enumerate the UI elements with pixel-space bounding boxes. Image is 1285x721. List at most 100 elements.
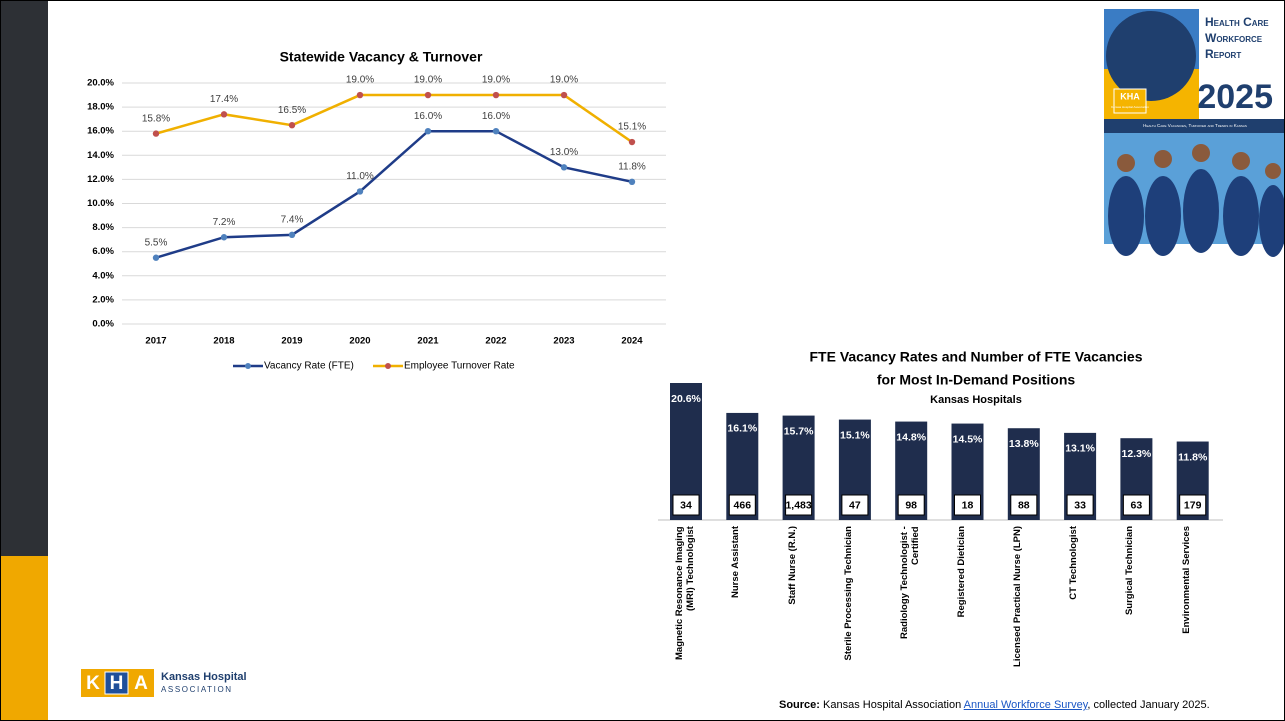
logo-letter: H bbox=[110, 673, 124, 694]
data-label: 13.0% bbox=[550, 147, 578, 158]
x-tick-label: 2023 bbox=[553, 336, 574, 347]
point bbox=[152, 130, 160, 137]
data-label: 16.0% bbox=[414, 111, 442, 122]
count-label: 466 bbox=[734, 499, 752, 511]
x-tick-label: 2017 bbox=[145, 336, 166, 347]
data-label: 19.0% bbox=[414, 75, 442, 86]
y-tick-label: 4.0% bbox=[92, 270, 114, 281]
series-line bbox=[155, 93, 633, 144]
y-tick-label: 6.0% bbox=[92, 246, 114, 257]
data-label: 5.5% bbox=[145, 237, 168, 248]
x-tick-label: 2019 bbox=[281, 336, 302, 347]
source-text: Kansas Hospital Association bbox=[823, 699, 962, 711]
logo-letter: A bbox=[134, 673, 148, 694]
data-label: 16.0% bbox=[482, 111, 510, 122]
cover-band: Health Care Vacancies, Turnover and Tren… bbox=[1143, 123, 1247, 128]
legend-label: Employee Turnover Rate bbox=[404, 361, 515, 372]
source-note: Source: Kansas Hospital Association Annu… bbox=[779, 699, 1210, 711]
side-bar-accent bbox=[1, 556, 48, 720]
series-line bbox=[155, 129, 633, 259]
count-box bbox=[1010, 494, 1038, 516]
x-tick-label: Magnetic Resonance Imaging (MRI) Technol… bbox=[674, 526, 696, 660]
data-label: 15.1% bbox=[840, 429, 870, 441]
data-label: 15.7% bbox=[784, 425, 814, 437]
count-label: 63 bbox=[1131, 499, 1143, 511]
source-link[interactable]: Annual Workforce Survey bbox=[963, 699, 1088, 711]
point bbox=[492, 128, 500, 135]
data-label: 15.1% bbox=[618, 122, 646, 133]
x-tick-label: Staff Nurse (R.N.) bbox=[786, 526, 798, 605]
legend-marker bbox=[385, 363, 391, 369]
data-label: 19.0% bbox=[550, 75, 578, 86]
x-tick-label: Environmental Services bbox=[1180, 526, 1192, 634]
x-tick-label: 2018 bbox=[213, 336, 234, 347]
y-tick-label: 10.0% bbox=[87, 198, 114, 209]
logo-letter: K bbox=[86, 673, 100, 694]
count-label: 88 bbox=[1018, 499, 1030, 511]
point bbox=[288, 121, 296, 129]
data-label: 11.8% bbox=[618, 161, 646, 172]
count-label: 98 bbox=[905, 499, 917, 511]
cover-badge-sub: Kansas Hospital Association bbox=[1111, 105, 1149, 109]
count-box bbox=[1179, 494, 1207, 516]
point bbox=[356, 188, 364, 195]
cover-title: Health Care bbox=[1205, 15, 1269, 29]
data-label: 16.1% bbox=[727, 423, 757, 435]
data-label: 11.0% bbox=[346, 171, 374, 182]
x-tick-label: CT Technologist bbox=[1068, 526, 1080, 600]
x-tick-label: Licensed Practical Nurse (LPN) bbox=[1011, 526, 1023, 667]
point bbox=[424, 128, 432, 135]
count-box bbox=[841, 494, 869, 516]
point bbox=[288, 231, 296, 239]
count-box bbox=[672, 494, 700, 516]
count-label: 179 bbox=[1184, 499, 1202, 511]
point bbox=[560, 164, 568, 171]
point bbox=[560, 91, 568, 99]
cover-year: 2025 bbox=[1197, 78, 1273, 116]
legend-marker bbox=[245, 363, 251, 369]
data-label: 13.1% bbox=[1065, 443, 1095, 455]
count-label: 47 bbox=[849, 499, 861, 511]
count-label: 33 bbox=[1074, 499, 1086, 511]
y-tick-label: 12.0% bbox=[87, 174, 114, 185]
chart-title: Statewide Vacancy & Turnover bbox=[280, 49, 483, 65]
data-label: 14.5% bbox=[953, 433, 983, 445]
x-tick-label: Surgical Technician bbox=[1124, 526, 1136, 616]
chart-subtitle: Kansas Hospitals bbox=[930, 394, 1022, 406]
cover-title: Workforce bbox=[1205, 31, 1263, 45]
logo-tagline: ASSOCIATION bbox=[161, 685, 233, 694]
logo-name: Kansas Hospital bbox=[161, 671, 247, 683]
source-label: Source: bbox=[779, 699, 820, 711]
count-box bbox=[1066, 494, 1094, 516]
data-label: 19.0% bbox=[346, 75, 374, 86]
point bbox=[220, 111, 228, 118]
x-tick-label: 2021 bbox=[417, 336, 439, 347]
count-box bbox=[785, 494, 813, 516]
chart-title: for Most In-Demand Positions bbox=[877, 372, 1076, 388]
report-cover bbox=[1104, 9, 1284, 257]
data-label: 19.0% bbox=[482, 75, 510, 86]
x-tick-label: 2022 bbox=[485, 336, 506, 347]
x-tick-label: Sterile Processing Technician bbox=[842, 526, 854, 661]
y-tick-label: 2.0% bbox=[92, 294, 114, 305]
count-box bbox=[728, 494, 756, 516]
y-tick-label: 18.0% bbox=[87, 102, 114, 113]
data-label: 14.8% bbox=[896, 431, 926, 443]
point bbox=[152, 254, 160, 261]
y-tick-label: 0.0% bbox=[92, 319, 114, 330]
cover-title: Report bbox=[1205, 47, 1241, 61]
data-label: 16.5% bbox=[278, 105, 306, 116]
count-box bbox=[954, 494, 981, 516]
data-label: 11.8% bbox=[1178, 451, 1208, 463]
y-tick-label: 20.0% bbox=[87, 78, 114, 89]
count-box bbox=[1122, 494, 1150, 516]
side-bar bbox=[1, 1, 48, 556]
point bbox=[628, 138, 636, 146]
point bbox=[424, 91, 432, 99]
point bbox=[220, 234, 228, 241]
data-label: 12.3% bbox=[1122, 448, 1152, 460]
y-tick-label: 16.0% bbox=[87, 126, 114, 137]
data-label: 7.2% bbox=[213, 217, 236, 228]
